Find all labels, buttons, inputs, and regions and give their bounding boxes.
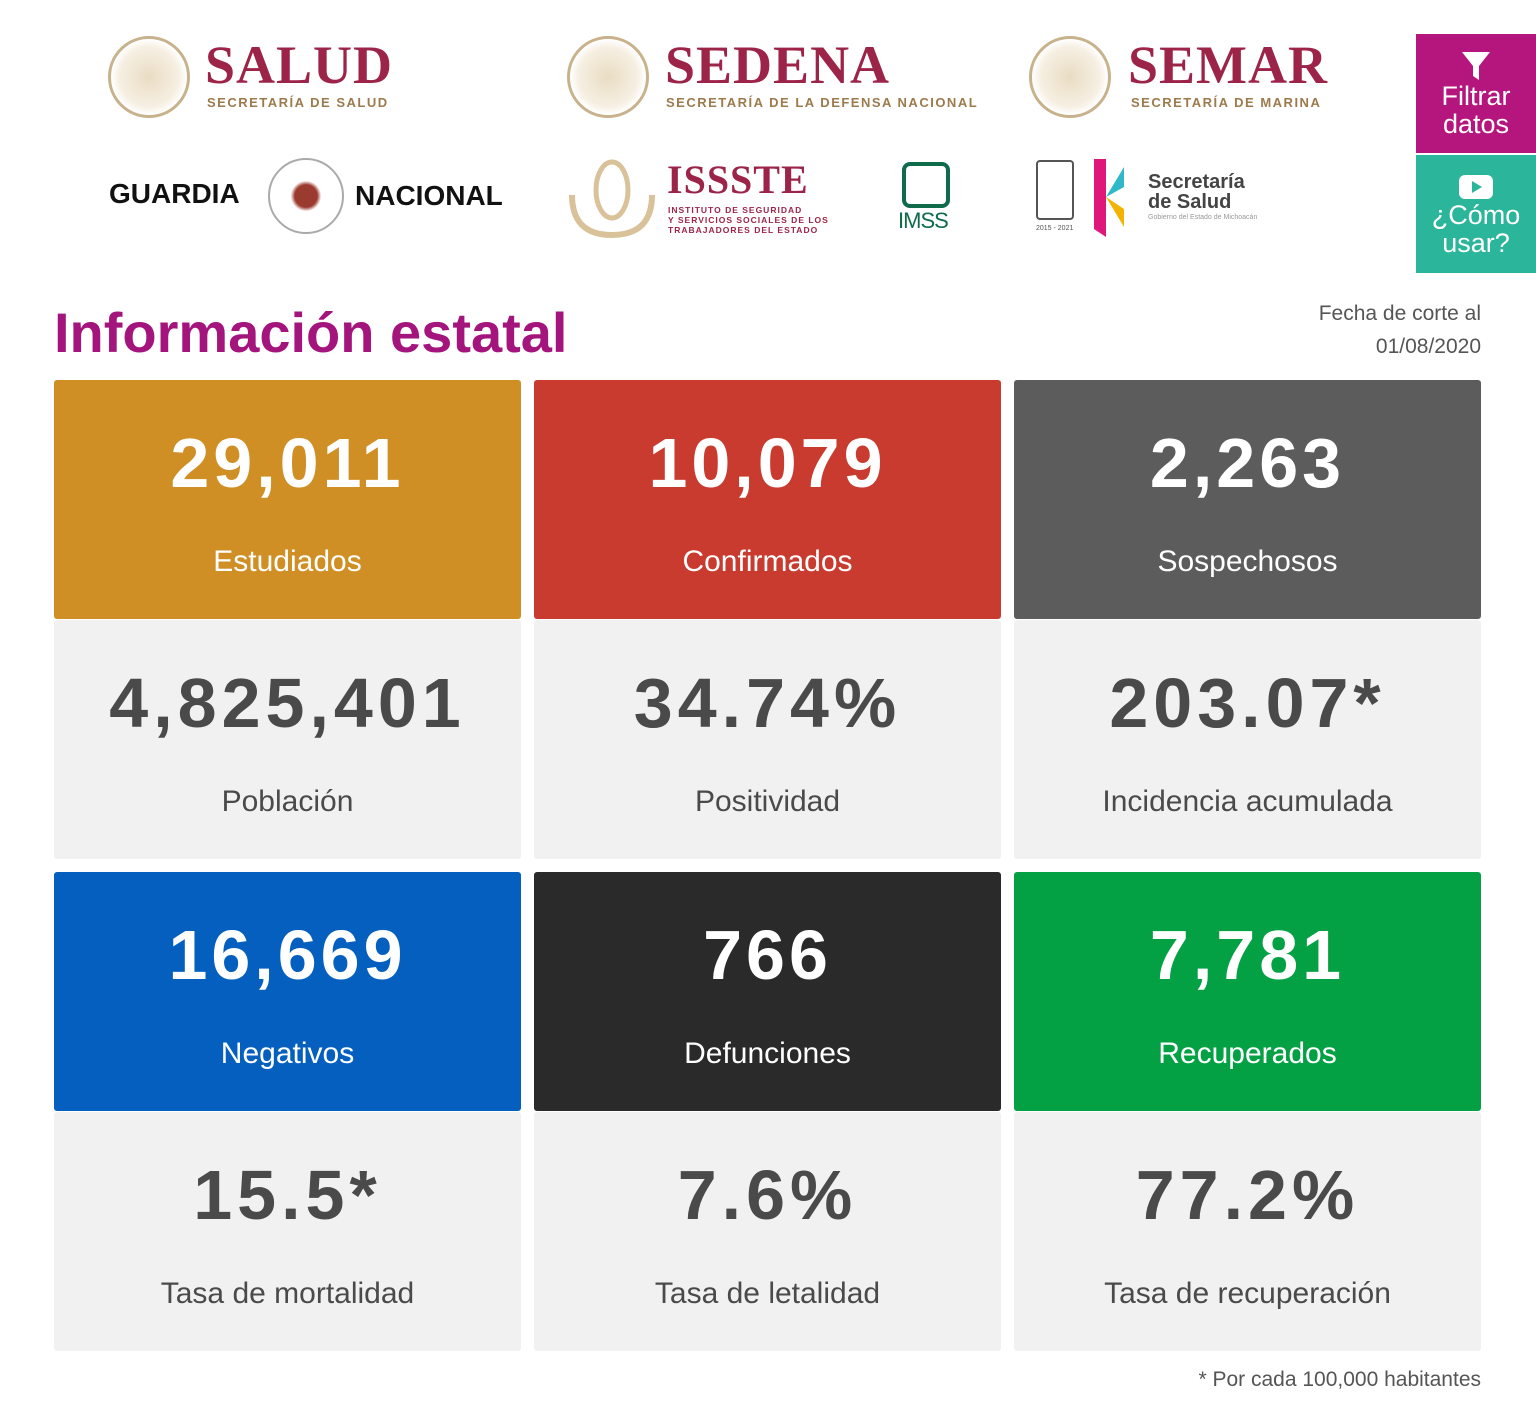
logo-name: IMSS	[898, 208, 949, 233]
michoacan-icon	[1094, 159, 1124, 237]
date-label: Fecha de corte al	[1318, 302, 1481, 325]
stat-label: Tasa de letalidad	[654, 1277, 881, 1310]
shield-icon	[1036, 160, 1074, 220]
stat-card: 34.74% Positividad	[534, 620, 1001, 859]
stat-value: 77.2%	[1135, 1156, 1360, 1234]
logo-name: SALUD	[205, 35, 394, 95]
stat-label: Positividad	[694, 785, 841, 818]
video-icon	[1459, 175, 1493, 199]
date: 01/08/2020	[1375, 335, 1481, 358]
stat-card: 77.2% Tasa de recuperación	[1014, 1112, 1481, 1351]
logo-text: GUARDIA	[109, 178, 240, 209]
stat-label: Estudiados	[213, 545, 362, 578]
stat-card: 7.6% Tasa de letalidad	[534, 1112, 1001, 1351]
stat-value: 7.6%	[677, 1156, 858, 1234]
stat-value: 16,669	[168, 916, 407, 994]
logo-subtitle: SECRETARÍA DE LA DEFENSA NACIONAL	[666, 95, 979, 110]
logo-subtitle-line: INSTITUTO DE SEGURIDAD	[668, 205, 803, 215]
stat-value: 4,825,401	[109, 664, 466, 742]
logo-name: SEMAR	[1128, 35, 1329, 95]
stat-card: 15.5* Tasa de mortalidad	[54, 1112, 521, 1351]
stat-card: 203.07* Incidencia acumulada	[1014, 620, 1481, 859]
stat-label: Tasa de mortalidad	[160, 1277, 415, 1310]
logo-name-line: de Salud	[1148, 191, 1232, 213]
stat-card: 10,079 Confirmados	[534, 380, 1001, 619]
emblem	[108, 36, 190, 118]
logo-name: Secretaría de Salud	[1148, 172, 1245, 212]
page-title: Información estatal	[54, 301, 568, 364]
stat-card: 29,011 Estudiados	[54, 380, 521, 619]
emblem	[1029, 36, 1111, 118]
stat-label: Defunciones	[684, 1037, 851, 1070]
imss-icon	[902, 162, 950, 208]
footnote: * Por cada 100,000 habitantes	[1198, 1368, 1481, 1391]
stat-label: Recuperados	[1158, 1037, 1337, 1070]
stat-label: Confirmados	[682, 545, 853, 578]
logo-years: 2015 - 2021	[1036, 225, 1074, 232]
stat-label: Incidencia acumulada	[1102, 785, 1393, 818]
stat-label: Negativos	[220, 1037, 355, 1070]
logo-subtitle-line: TRABAJADORES DEL ESTADO	[668, 225, 819, 235]
emblem	[268, 158, 344, 234]
filter-button[interactable]: Filtrar datos	[1416, 34, 1536, 153]
help-button[interactable]: ¿Cómo usar?	[1416, 155, 1536, 273]
stat-card: 16,669 Negativos	[54, 872, 521, 1111]
logo-subtitle: Gobierno del Estado de Michoacán	[1148, 214, 1258, 221]
button-label: datos	[1442, 109, 1510, 139]
emblem	[567, 36, 649, 118]
stat-value: 10,079	[648, 424, 887, 502]
stat-value: 2,263	[1149, 424, 1346, 502]
stat-card: 766 Defunciones	[534, 872, 1001, 1111]
stat-card: 7,781 Recuperados	[1014, 872, 1481, 1111]
logo-subtitle: SECRETARÍA DE SALUD	[207, 95, 389, 110]
logo-name: ISSSTE	[667, 157, 809, 202]
stat-value: 15.5*	[193, 1156, 382, 1234]
stat-card: 2,263 Sospechosos	[1014, 380, 1481, 619]
button-label: Filtrar	[1441, 81, 1511, 111]
stat-value: 203.07*	[1109, 664, 1386, 742]
logo-text: NACIONAL	[355, 180, 503, 211]
stat-value: 7,781	[1149, 916, 1346, 994]
logo-name: SEDENA	[665, 35, 891, 95]
logo-subtitle: INSTITUTO DE SEGURIDAD Y SERVICIOS SOCIA…	[668, 205, 829, 235]
issste-icon	[569, 159, 655, 239]
stat-label: Tasa de recuperación	[1104, 1277, 1391, 1310]
logo-subtitle-line: Y SERVICIOS SOCIALES DE LOS	[668, 215, 829, 225]
stat-value: 34.74%	[633, 664, 902, 742]
button-label: ¿Cómo	[1431, 200, 1521, 230]
stat-value: 766	[703, 916, 832, 994]
button-label: usar?	[1442, 228, 1510, 258]
logo-subtitle: SECRETARÍA DE MARINA	[1131, 95, 1322, 110]
stat-label: Población	[221, 785, 354, 818]
stat-card: 4,825,401 Población	[54, 620, 521, 859]
filter-icon	[1462, 52, 1490, 80]
stat-value: 29,011	[170, 424, 405, 502]
logo-name-line: Secretaría	[1148, 171, 1245, 193]
stat-label: Sospechosos	[1157, 545, 1338, 578]
